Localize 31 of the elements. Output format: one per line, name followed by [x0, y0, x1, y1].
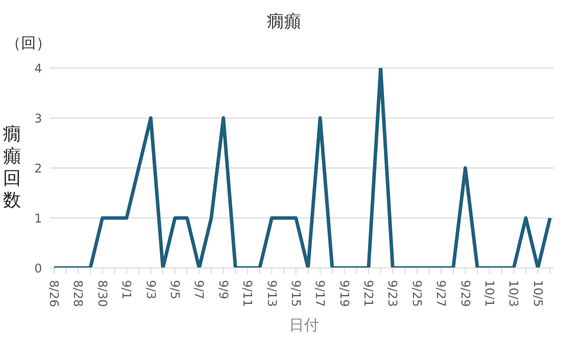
y-tick-label: 2 [34, 161, 42, 176]
y-tick-label: 0 [34, 261, 42, 276]
x-tick-label: 10/5 [530, 280, 545, 307]
x-tick-label: 10/3 [506, 280, 521, 307]
x-tick-label: 10/1 [482, 280, 497, 307]
x-tick-label: 9/23 [386, 280, 400, 307]
y-tick-label: 1 [34, 211, 42, 226]
x-tick-label: 9/11 [240, 280, 255, 307]
x-tick-label: 9/9 [216, 280, 230, 300]
x-tick-label: 9/1 [120, 280, 134, 300]
x-tick-label: 9/17 [313, 280, 328, 307]
line-series [52, 68, 552, 268]
x-tick-label: 9/3 [144, 280, 158, 300]
x-tick-label: 9/5 [168, 280, 182, 300]
x-tick-label: 9/13 [264, 280, 279, 307]
y-tick-label: 3 [34, 111, 42, 126]
x-tick-label: 8/26 [47, 280, 61, 307]
x-tick-label: 9/27 [434, 280, 448, 307]
x-tick-label: 8/30 [95, 280, 110, 307]
text: （回） [6, 34, 51, 53]
x-tick-label: 9/29 [458, 280, 472, 307]
x-tick-label: 9/21 [362, 280, 376, 307]
x-tick-label: 9/7 [192, 280, 206, 300]
x-tick-label: 8/28 [71, 280, 86, 307]
y-axis-title: 癇癲回数 [3, 124, 22, 212]
x-tick-label: 9/15 [288, 280, 303, 307]
x-axis-title: 日付 [288, 316, 320, 335]
chart-title: 癇癲 [266, 11, 302, 33]
x-tick-label: 9/25 [410, 280, 424, 307]
x-tick-label: 9/19 [337, 280, 352, 307]
y-tick-label: 4 [34, 61, 42, 76]
